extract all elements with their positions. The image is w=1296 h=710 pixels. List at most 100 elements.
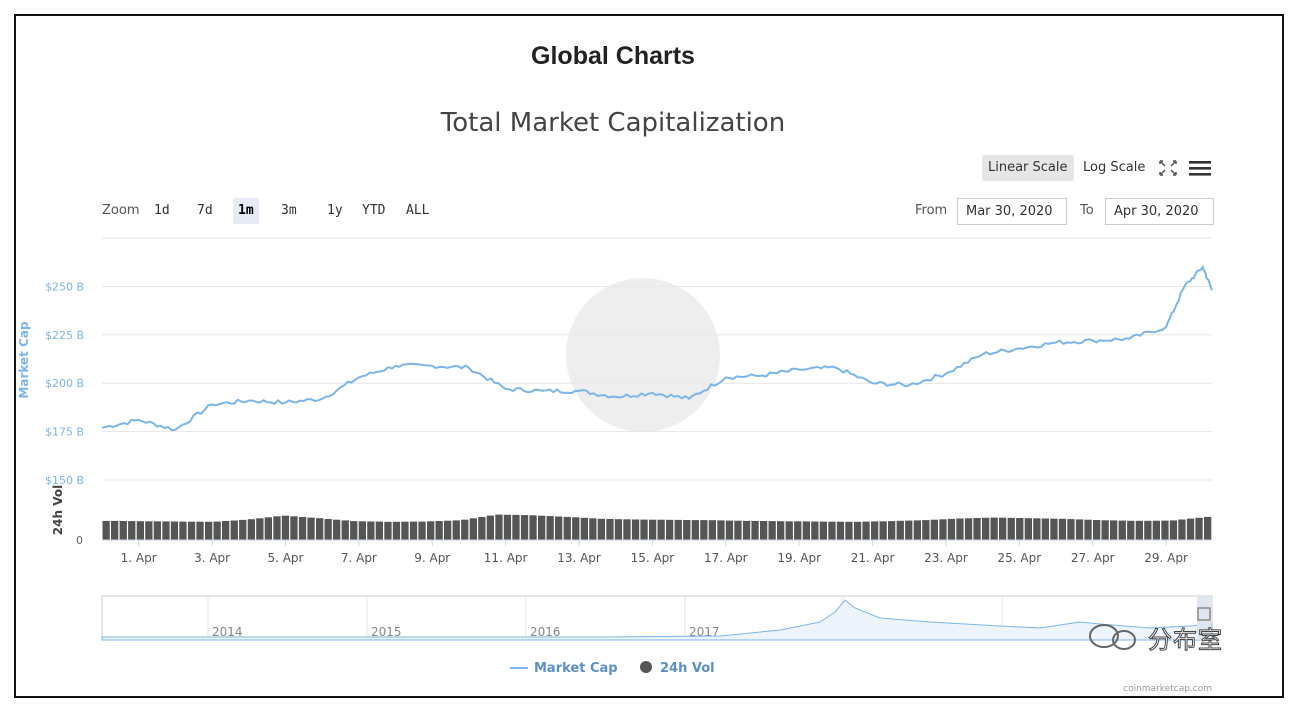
volume-bar (452, 520, 460, 540)
volume-bar (478, 517, 486, 540)
x-axis-tick-8: 17. Apr (704, 551, 748, 565)
market-cap-series-line (101, 264, 1213, 432)
navigator-selection-handle[interactable] (1197, 596, 1211, 640)
volume-bar (1050, 518, 1058, 540)
x-axis-tick-7: 15. Apr (631, 551, 675, 565)
volume-bar (871, 521, 879, 540)
volume-bar (290, 516, 298, 540)
chart-legend: Market Cap 24h Vol (510, 661, 715, 676)
volume-bar (1084, 519, 1092, 540)
volume-bar (102, 520, 110, 540)
volume-bar (1093, 520, 1101, 540)
volume-bar (1169, 520, 1178, 540)
volume-bar (196, 521, 204, 540)
from-date-input[interactable]: Mar 30, 2020 (957, 198, 1067, 225)
navigator[interactable]: 201420152016201720182019 (101, 595, 1213, 641)
zoom-1d-button[interactable]: 1d (154, 203, 170, 218)
volume-bar (350, 521, 358, 540)
volume-bar (418, 521, 426, 540)
volume-bar (247, 519, 255, 540)
volume-bar (119, 521, 127, 540)
credit-link[interactable]: coinmarketcap.com (1123, 684, 1212, 694)
x-axis-tick-0: 1. Apr (121, 551, 157, 565)
volume-bar (785, 521, 793, 540)
zoom-1y-button[interactable]: 1y (327, 203, 343, 218)
zoom-3m-button[interactable]: 3m (281, 203, 297, 218)
volume-bar (905, 520, 913, 540)
volume-bar (913, 520, 921, 540)
x-axis-tick-11: 23. Apr (924, 551, 968, 565)
volume-bar (683, 520, 691, 540)
volume-bar (862, 521, 870, 540)
y-axis-label-volume: 24h Vol (51, 485, 65, 535)
volume-bar (896, 520, 904, 540)
to-date-input[interactable]: Apr 30, 2020 (1105, 198, 1214, 225)
volume-bar (264, 517, 272, 540)
volume-bar (760, 521, 768, 540)
legend-dot-icon (640, 661, 652, 673)
volume-bar (486, 515, 494, 540)
legend-item-24h-vol[interactable]: 24h Vol (660, 661, 715, 676)
volume-bar (606, 519, 614, 540)
volume-bar (964, 518, 973, 540)
chart-frame (14, 14, 1284, 698)
zoom-7d-button[interactable]: 7d (197, 203, 213, 218)
y-axis-tick-4: $250 B (45, 280, 84, 293)
volume-bar (990, 517, 998, 540)
volume-bar (239, 519, 247, 540)
volume-bar (999, 517, 1007, 540)
volume-bar (691, 520, 699, 540)
x-axis-tick-1: 3. Apr (194, 551, 230, 565)
volume-bar (674, 519, 682, 540)
fullscreen-icon[interactable] (1158, 159, 1178, 177)
volume-bar (256, 518, 264, 540)
volume-bar (1186, 518, 1195, 540)
x-axis-tick-4: 9. Apr (414, 551, 450, 565)
zoom-label: Zoom (102, 203, 140, 218)
volume-bar (170, 521, 179, 540)
page-title: Global Charts (531, 42, 695, 70)
volume-bar (563, 516, 571, 540)
volume-bar (213, 521, 221, 540)
volume-bar (538, 515, 546, 540)
zoom-all-button[interactable]: ALL (406, 203, 430, 218)
volume-bar (982, 517, 990, 540)
volume-bar (427, 521, 435, 540)
volume-bar (1041, 518, 1049, 540)
volume-bar (1024, 518, 1032, 540)
volume-bar (1101, 520, 1109, 540)
volume-bar (666, 519, 674, 540)
legend-item-market-cap[interactable]: Market Cap (534, 661, 618, 676)
from-date-value: Mar 30, 2020 (966, 204, 1053, 219)
y-axis-tick-0: $150 B (45, 474, 84, 487)
zoom-1m-button[interactable]: 1m (233, 198, 259, 224)
volume-bar (341, 520, 349, 540)
volume-bar (503, 514, 512, 540)
volume-bar (657, 519, 665, 540)
x-axis-tick-13: 27. Apr (1071, 551, 1115, 565)
zoom-ytd-button[interactable]: YTD (362, 203, 386, 218)
y-axis-tick-1: $175 B (45, 426, 84, 439)
volume-bar (529, 515, 537, 540)
x-axis-tick-9: 19. Apr (777, 551, 821, 565)
volume-bar (153, 521, 161, 540)
volume-bar (956, 518, 964, 540)
volume-bar (409, 521, 418, 540)
volume-bar (580, 517, 588, 540)
volume-bar (1161, 520, 1169, 540)
volume-bar (1135, 520, 1143, 540)
x-axis-tick-6: 13. Apr (557, 551, 601, 565)
chart-title: Total Market Capitalization (440, 108, 786, 138)
volume-bar (947, 518, 956, 540)
coinmarketcap-logo-watermark (566, 278, 720, 432)
volume-bar (734, 520, 742, 540)
hamburger-menu-icon[interactable] (1188, 159, 1212, 177)
x-axis-tick-10: 21. Apr (851, 551, 895, 565)
volume-bar (495, 514, 503, 540)
linear-scale-button[interactable]: Linear Scale (982, 155, 1074, 181)
volume-bar (794, 521, 802, 540)
log-scale-button[interactable]: Log Scale (1083, 160, 1146, 175)
volume-bar (546, 516, 554, 540)
volume-bar (623, 519, 631, 540)
